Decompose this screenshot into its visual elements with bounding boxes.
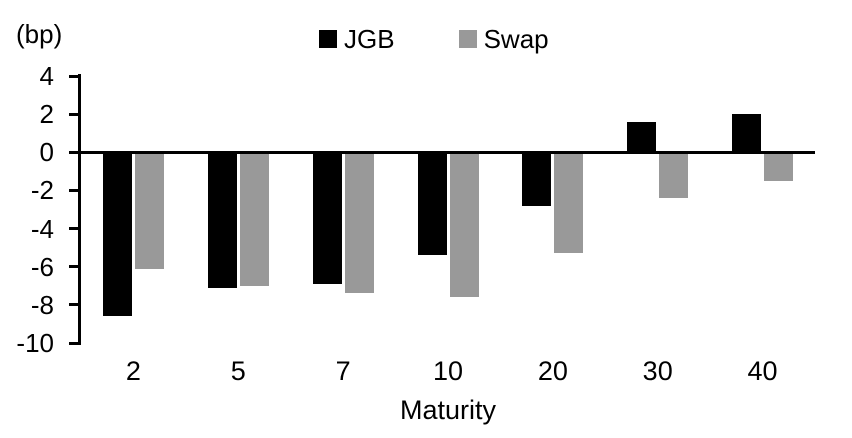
y-axis-tick — [69, 150, 78, 154]
y-tick-label: 2 — [39, 99, 54, 130]
x-tick-label: 7 — [335, 356, 351, 386]
legend-item-swap: Swap — [458, 23, 549, 55]
bar-jgb-7 — [312, 152, 342, 284]
x-tick-label: 2 — [125, 356, 141, 386]
bar-jgb-20 — [522, 152, 552, 206]
bar-jgb-5 — [207, 152, 237, 288]
x-axis-zero-line — [81, 150, 815, 154]
legend-label-jgb: JGB — [344, 23, 395, 54]
y-axis-unit-label: (bp) — [16, 19, 63, 49]
bar-jgb-10 — [417, 152, 447, 256]
y-axis-tick — [69, 265, 78, 269]
y-axis-tick — [69, 303, 78, 307]
bar-swap-2 — [134, 152, 164, 269]
bar-swap-40 — [764, 152, 794, 181]
bar-swap-20 — [554, 152, 584, 254]
y-axis-tick — [69, 112, 78, 116]
bar-jgb-2 — [102, 152, 132, 317]
x-tick-label: 20 — [537, 356, 568, 386]
jgb-legend-swatch-icon — [319, 30, 337, 48]
x-tick-label: 10 — [432, 356, 464, 386]
bar-swap-30 — [659, 152, 689, 199]
y-tick-label: -4 — [30, 213, 54, 244]
y-tick-label: 4 — [39, 61, 54, 91]
y-tick-label: -10 — [16, 328, 54, 358]
bar-jgb-30 — [627, 121, 657, 153]
y-axis-tick — [69, 188, 78, 192]
x-tick-label: 40 — [747, 356, 778, 386]
bar-swap-10 — [449, 152, 479, 298]
x-tick-label: 30 — [642, 356, 673, 386]
y-tick-label: 0 — [39, 137, 54, 168]
y-tick-label: -8 — [30, 289, 54, 320]
bar-swap-7 — [344, 152, 374, 294]
y-axis-tick — [69, 341, 78, 345]
plot-area — [69, 74, 815, 345]
y-axis-line — [78, 74, 81, 345]
y-tick-label: -2 — [30, 175, 54, 206]
bar-swap-5 — [239, 152, 269, 286]
legend: JGB Swap — [319, 24, 549, 54]
legend-item-jgb: JGB — [319, 24, 395, 55]
swap-legend-swatch-icon — [458, 30, 477, 48]
x-axis-title: Maturity — [399, 395, 497, 425]
y-axis-tick — [69, 74, 78, 78]
legend-label-swap: Swap — [483, 23, 549, 54]
y-axis-tick — [69, 227, 78, 231]
bar-jgb-40 — [732, 114, 762, 153]
y-tick-label: -6 — [30, 251, 54, 282]
x-tick-label: 5 — [230, 356, 246, 386]
